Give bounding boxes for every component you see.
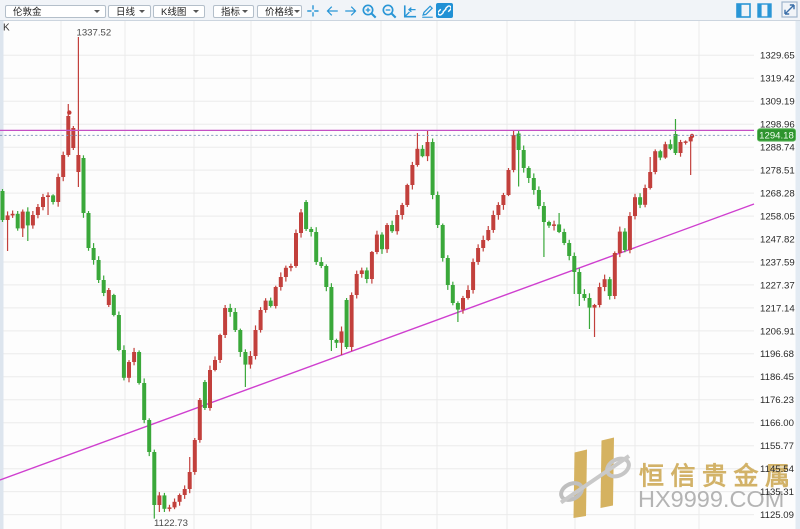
svg-text:1176.23: 1176.23 (760, 395, 794, 406)
svg-text:1298.96: 1298.96 (760, 120, 795, 131)
svg-text:1196.68: 1196.68 (760, 349, 794, 360)
svg-text:1122.73: 1122.73 (154, 518, 188, 529)
svg-text:1258.05: 1258.05 (760, 212, 795, 223)
svg-text:1135.31: 1135.31 (760, 487, 794, 498)
svg-text:1247.82: 1247.82 (760, 234, 795, 245)
svg-text:1186.45: 1186.45 (760, 372, 794, 383)
svg-text:1145.54: 1145.54 (760, 464, 795, 475)
svg-text:1329.65: 1329.65 (760, 51, 795, 62)
svg-text:HX9999.COM: HX9999.COM (638, 486, 784, 512)
svg-text:1217.14: 1217.14 (760, 303, 795, 314)
svg-text:1206.91: 1206.91 (760, 326, 795, 337)
svg-text:1309.19: 1309.19 (760, 97, 795, 108)
svg-text:1278.51: 1278.51 (760, 166, 795, 177)
svg-text:1268.28: 1268.28 (760, 189, 795, 200)
svg-text:1125.09: 1125.09 (760, 510, 794, 521)
svg-text:1288.74: 1288.74 (760, 143, 795, 154)
svg-text:恒信贵金属: 恒信贵金属 (639, 462, 797, 491)
svg-text:K: K (3, 23, 10, 34)
svg-text:1337.52: 1337.52 (77, 28, 112, 39)
svg-text:1155.77: 1155.77 (760, 441, 794, 452)
svg-text:1319.42: 1319.42 (760, 74, 795, 85)
svg-text:1237.59: 1237.59 (760, 257, 795, 268)
svg-text:1227.37: 1227.37 (760, 280, 795, 291)
svg-text:1294.18: 1294.18 (759, 131, 794, 142)
svg-text:1166.00: 1166.00 (760, 418, 794, 429)
